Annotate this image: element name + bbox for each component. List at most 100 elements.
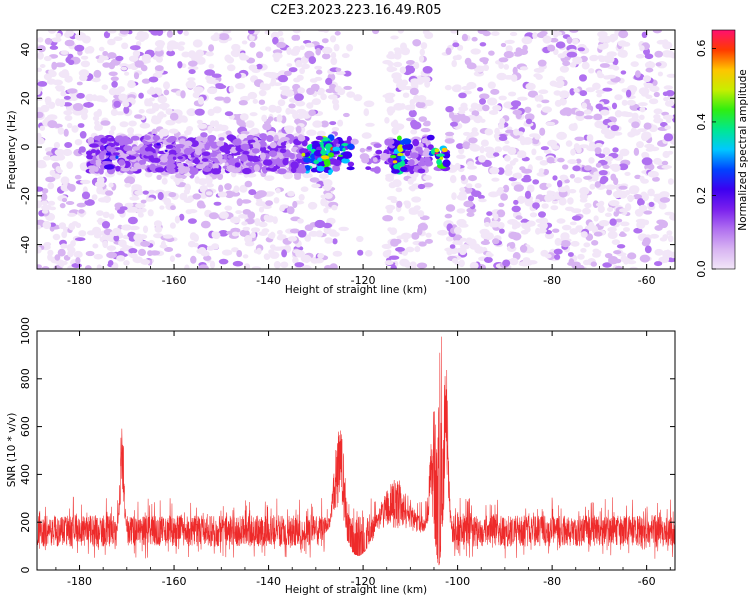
spectrogram-cell (298, 194, 305, 201)
spectrogram-cell (221, 249, 233, 256)
spectrogram-cell (156, 174, 162, 180)
spectrogram-cell (231, 43, 241, 51)
spectrogram-cell (118, 159, 125, 166)
spectrogram-cell (478, 198, 487, 203)
spectrogram-cell (292, 200, 298, 209)
spectrogram-cell (423, 99, 434, 107)
spectrogram-cell (649, 233, 660, 239)
spectrogram-cell (80, 179, 91, 185)
spectrogram-cell (212, 106, 222, 114)
spectrogram-cell (135, 202, 146, 209)
spectrogram-cell (265, 46, 272, 52)
spectrogram-cell (109, 213, 115, 220)
spectrogram-cell (304, 234, 312, 242)
spectrogram-cell (262, 205, 272, 209)
spectrogram-cell (292, 30, 301, 34)
spectrogram-cell (535, 218, 544, 223)
spectrogram-cell (642, 237, 651, 246)
spectrogram-cell (301, 63, 310, 70)
spectrogram-cell (557, 157, 565, 163)
spectrogram-cell (37, 45, 46, 53)
spectrogram-cell (410, 266, 417, 269)
spectrogram-cell (291, 167, 297, 174)
spectrogram-cell (154, 65, 164, 72)
spectrogram-cell (332, 146, 341, 152)
spectrogram-cell (79, 74, 88, 82)
spectrogram-cell (239, 154, 248, 162)
spectrogram-cell (234, 162, 241, 168)
spectrogram-cell (281, 249, 287, 258)
spectrogram-cell (410, 119, 418, 128)
spectrogram-cell (99, 145, 105, 152)
spectrogram-cell (180, 90, 186, 99)
spectrogram-cell (424, 156, 431, 163)
spectrogram-cell (491, 31, 500, 36)
spectrogram-cell (187, 77, 196, 81)
spectrogram-cell (268, 104, 277, 113)
spectrogram-cell (418, 55, 425, 63)
spectrogram-cell (564, 179, 570, 184)
spectrogram-cell (85, 93, 94, 102)
spectrogram-cell (576, 146, 582, 154)
spectrogram-cell (217, 153, 223, 162)
spectrogram-cell (615, 218, 623, 223)
spectrogram-cell (292, 249, 302, 254)
spectrogram-cell (41, 206, 49, 211)
spectrogram-cell (78, 146, 86, 153)
spectrogram-cell (170, 205, 176, 211)
spectrogram-cell (592, 251, 601, 258)
spectrogram-cell (412, 39, 422, 47)
spectrogram-cell (382, 215, 393, 222)
spectrogram-cell (239, 184, 248, 193)
spectrogram-cell (413, 61, 420, 70)
spectrogram-cell (609, 218, 617, 226)
spectrogram-cell (598, 170, 608, 176)
spectrogram-cell (620, 111, 630, 117)
spectrogram-cell (273, 197, 280, 204)
spectrogram-cell (182, 166, 191, 173)
spectrogram-cell (109, 230, 121, 236)
spectrogram-cell (654, 225, 663, 231)
spectrogram-cell (224, 190, 235, 199)
spectrogram-cell (160, 155, 169, 163)
spectrogram-cell (317, 253, 325, 259)
spectrogram-cell (445, 204, 456, 212)
spectrogram-cell (323, 226, 332, 235)
spectrogram-cell (139, 122, 151, 129)
spectrogram-cell (583, 115, 594, 120)
spectrogram-cell (76, 92, 85, 99)
spectrogram-cell (611, 239, 621, 246)
spectrogram-cell (238, 214, 247, 219)
spectrogram-cell (181, 51, 191, 58)
spectrogram-cell (400, 155, 406, 161)
spectrogram-cell (320, 149, 327, 156)
spectrogram-cell (551, 145, 560, 150)
spectrogram-cell (449, 244, 456, 249)
spectrogram-cell (321, 185, 333, 190)
spectrogram-cell (324, 237, 333, 244)
spectrogram-cell (538, 211, 546, 218)
spectrogram-cell (294, 93, 304, 102)
spectrogram-cell (593, 113, 603, 121)
spectrogram-cell (583, 175, 593, 180)
spectrogram-cell (441, 147, 448, 153)
spectrogram-cell (519, 66, 529, 71)
spectrogram-cell (119, 30, 130, 35)
spectrogram-cell (102, 62, 111, 68)
spectrogram-cell (572, 38, 579, 45)
spectrogram-cell (314, 219, 326, 229)
spectrogram-cell (289, 228, 300, 234)
spectrogram-cell (554, 254, 561, 260)
spectrogram-cell (537, 223, 545, 228)
spectrogram-cell (346, 91, 356, 98)
spectrogram-cell (386, 65, 396, 73)
spectrogram-cell (359, 147, 366, 153)
spectrogram-cell (332, 102, 340, 111)
spectrogram-cell (657, 71, 664, 77)
spectrogram-cell (509, 241, 516, 249)
spectrogram-cell (397, 123, 405, 130)
spectrogram-cell (636, 220, 646, 230)
spectrogram-cell (480, 240, 490, 245)
spectrogram-cell (197, 123, 208, 129)
spectrogram-cell (373, 166, 381, 174)
